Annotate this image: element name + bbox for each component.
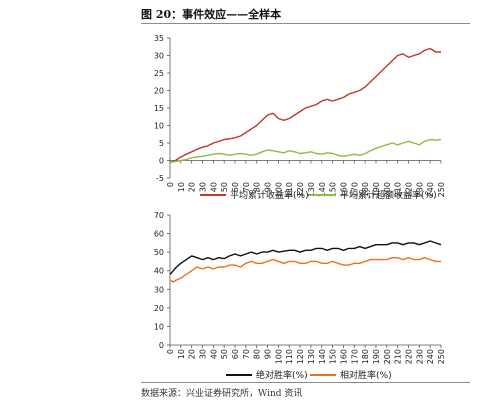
y-tick-label: 15 <box>154 104 164 113</box>
y-tick-label: 40 <box>154 267 164 276</box>
y-tick-label: 0 <box>159 157 164 166</box>
y-tick-label: 60 <box>154 230 164 239</box>
x-tick-label: 50 <box>220 349 229 359</box>
x-tick-label: 170 <box>350 182 359 197</box>
x-tick-label: 250 <box>437 182 446 197</box>
x-tick-label: 90 <box>264 349 273 359</box>
source-divider <box>141 382 470 383</box>
title-divider <box>141 23 470 24</box>
legend-label-2: 相对胜率(%) <box>340 369 392 381</box>
y-tick-label: 30 <box>154 285 164 294</box>
x-tick-label: 20 <box>188 182 197 192</box>
series-line-2 <box>169 257 441 283</box>
x-tick-label: 230 <box>415 182 424 197</box>
x-tick-label: 140 <box>318 349 327 364</box>
x-tick-label: 220 <box>404 349 413 364</box>
x-tick-label: 190 <box>372 182 381 197</box>
y-tick-label: 10 <box>154 322 164 331</box>
x-tick-label: 130 <box>307 182 316 197</box>
x-tick-label: 210 <box>394 182 403 197</box>
x-tick-label: 160 <box>339 349 348 364</box>
x-tick-label: 10 <box>177 182 186 192</box>
y-tick-label: 20 <box>154 87 164 96</box>
x-tick-label: 120 <box>296 182 305 197</box>
y-tick-label: 50 <box>154 248 164 257</box>
x-tick-label: 60 <box>231 349 240 359</box>
x-tick-label: 180 <box>361 182 370 197</box>
x-tick-label: 0 <box>166 182 175 187</box>
x-tick-label: 40 <box>209 349 218 359</box>
x-tick-label: 0 <box>166 349 175 354</box>
y-tick-label: 10 <box>154 122 164 131</box>
y-tick-label: 25 <box>154 69 164 78</box>
x-tick-label: 210 <box>394 349 403 364</box>
x-tick-label: 70 <box>242 349 251 359</box>
x-tick-label: 20 <box>188 349 197 359</box>
x-tick-label: 110 <box>285 349 294 364</box>
y-tick-label: 0 <box>159 341 164 350</box>
x-tick-label: 70 <box>242 182 251 192</box>
x-tick-label: 110 <box>285 182 294 197</box>
y-tick-label: 35 <box>154 34 164 43</box>
legend-label-1: 绝对胜率(%) <box>256 369 308 381</box>
x-tick-label: 180 <box>361 349 370 364</box>
y-tick-label: -5 <box>156 174 164 183</box>
x-tick-label: 60 <box>231 182 240 192</box>
x-tick-label: 230 <box>415 349 424 364</box>
figure-title: 图 20：事件效应——全样本 <box>141 8 282 21</box>
legend-label-2: 平均累计超额收益率(%) <box>340 189 437 201</box>
figure-source: 数据来源：兴业证券研究所，Wind 资讯 <box>141 389 303 399</box>
x-tick-label: 250 <box>437 349 446 364</box>
x-tick-label: 10 <box>177 349 186 359</box>
x-tick-label: 120 <box>296 349 305 364</box>
x-tick-label: 100 <box>274 349 283 364</box>
x-tick-label: 240 <box>426 349 435 364</box>
x-tick-label: 200 <box>383 349 392 364</box>
x-tick-label: 80 <box>253 349 262 359</box>
x-tick-label: 170 <box>350 349 359 364</box>
series-line-1 <box>169 47 441 163</box>
x-tick-label: 200 <box>383 182 392 197</box>
x-tick-label: 140 <box>318 182 327 197</box>
x-tick-label: 80 <box>253 182 262 192</box>
series-line-1 <box>169 240 442 275</box>
x-tick-label: 190 <box>372 349 381 364</box>
x-tick-label: 30 <box>199 349 208 359</box>
x-tick-label: 240 <box>426 182 435 197</box>
x-tick-label: 40 <box>209 182 218 192</box>
series-line-2 <box>169 138 442 163</box>
x-tick-label: 50 <box>220 182 229 192</box>
y-tick-label: 30 <box>154 52 164 61</box>
y-tick-label: 70 <box>154 211 164 220</box>
x-tick-label: 150 <box>329 182 338 197</box>
x-tick-label: 160 <box>339 182 348 197</box>
x-tick-label: 90 <box>264 182 273 192</box>
y-tick-label: 20 <box>154 304 164 313</box>
x-tick-label: 130 <box>307 349 316 364</box>
legend-label-1: 平均累计收益率(%) <box>230 189 309 201</box>
y-tick-label: 5 <box>159 139 164 148</box>
x-tick-label: 150 <box>329 349 338 364</box>
x-tick-label: 220 <box>404 182 413 197</box>
x-tick-label: 30 <box>199 182 208 192</box>
x-tick-label: 100 <box>274 182 283 197</box>
